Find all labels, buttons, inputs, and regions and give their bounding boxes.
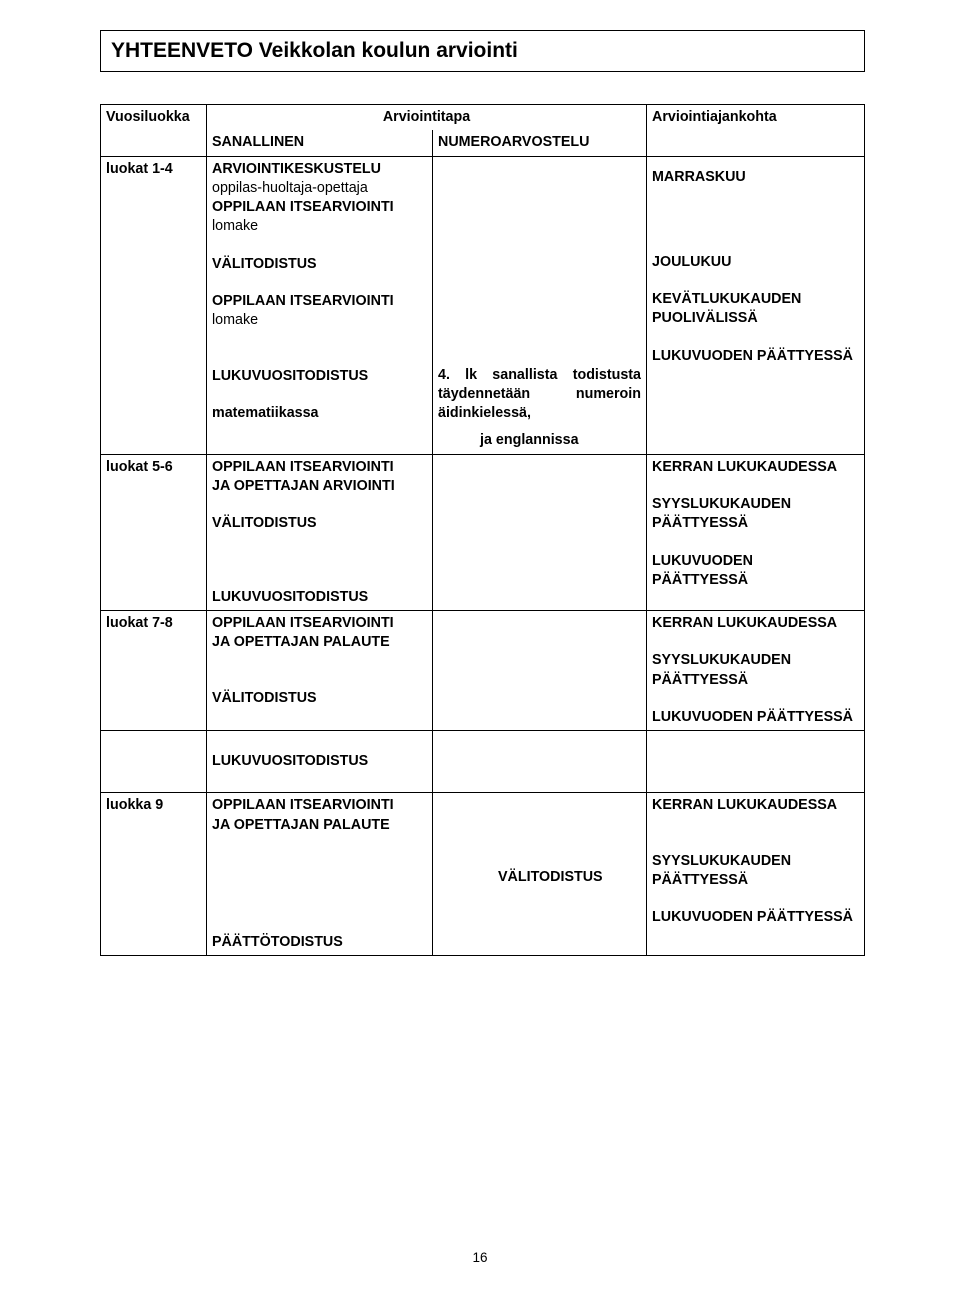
method-cell: OPPILAAN ITSEARVIOINTI JA OPETTAJAN PALA…: [207, 610, 433, 730]
table-row: luokat 7-8 OPPILAAN ITSEARVIOINTI JA OPE…: [101, 610, 865, 730]
label: OPPILAAN ITSEARVIOINTI: [212, 293, 394, 309]
label: lomake: [212, 312, 258, 328]
label: OPPILAAN ITSEARVIOINTI: [212, 459, 394, 475]
subheader-right: NUMEROARVOSTELU: [433, 130, 647, 156]
label: SYYSLUKUKAUDEN: [652, 496, 791, 512]
label: PÄÄTTYESSÄ: [652, 515, 748, 531]
label: JA OPETTAJAN ARVIOINTI: [212, 478, 395, 494]
empty-cell: [433, 454, 647, 610]
table-row: luokat 1-4 ARVIOINTIKESKUSTELU oppilas-h…: [101, 156, 865, 454]
method-cell: VÄLITODISTUS: [433, 793, 647, 956]
label: MARRASKUU: [652, 169, 746, 185]
label: LUKUVUODEN PÄÄTTYESSÄ: [652, 709, 853, 725]
label: oppilas-huoltaja-opettaja: [212, 180, 368, 196]
col-header-grade: Vuosiluokka: [101, 105, 207, 131]
empty-cell: [433, 610, 647, 730]
label: LUKUVUOSITODISTUS: [212, 589, 368, 605]
method-cell: 4. lk sanallista todistusta täydennetään…: [433, 156, 647, 454]
label: ja englannissa: [438, 432, 579, 448]
method-cell: OPPILAAN ITSEARVIOINTI JA OPETTAJAN ARVI…: [207, 454, 433, 610]
label: LUKUVUOSITODISTUS: [212, 368, 368, 384]
method-cell: LUKUVUOSITODISTUS: [207, 731, 433, 793]
empty-cell: [433, 731, 647, 793]
table-row: luokat 5-6 OPPILAAN ITSEARVIOINTI JA OPE…: [101, 454, 865, 610]
method-cell: ARVIOINTIKESKUSTELU oppilas-huoltaja-ope…: [207, 156, 433, 454]
table-row: Vuosiluokka Arviointitapa Arviointiajank…: [101, 105, 865, 131]
grade-cell: luokat 1-4: [101, 156, 207, 454]
label: KERRAN LUKUKAUDESSA: [652, 459, 837, 475]
table-row: SANALLINEN NUMEROARVOSTELU: [101, 130, 865, 156]
label: OPPILAAN ITSEARVIOINTI: [212, 797, 394, 813]
label: VÄLITODISTUS: [212, 256, 317, 272]
empty-cell: [647, 731, 865, 793]
timing-cell: MARRASKUU JOULUKUU KEVÄTLUKUKAUDEN PUOLI…: [647, 156, 865, 454]
label: VÄLITODISTUS: [438, 869, 603, 885]
label: LUKUVUODEN PÄÄTTYESSÄ: [652, 909, 853, 925]
label: VÄLITODISTUS: [212, 515, 317, 531]
grade-cell: luokat 5-6: [101, 454, 207, 610]
grade-cell: luokka 9: [101, 793, 207, 956]
timing-cell: KERRAN LUKUKAUDESSA SYYSLUKUKAUDEN PÄÄTT…: [647, 793, 865, 956]
label: PUOLIVÄLISSÄ: [652, 310, 758, 326]
col-header-timing: Arviointiajankohta: [647, 105, 865, 131]
label: VÄLITODISTUS: [212, 690, 317, 706]
label: OPPILAAN ITSEARVIOINTI: [212, 615, 394, 631]
table-row: LUKUVUOSITODISTUS: [101, 731, 865, 793]
label: JA OPETTAJAN PALAUTE: [212, 634, 390, 650]
label: KERRAN LUKUKAUDESSA: [652, 797, 837, 813]
label: PÄÄTTÖTODISTUS: [212, 934, 343, 950]
page-number: 16: [472, 1250, 487, 1265]
subheader-left: SANALLINEN: [207, 130, 433, 156]
empty-cell: [101, 130, 207, 156]
method-cell: OPPILAAN ITSEARVIOINTI JA OPETTAJAN PALA…: [207, 793, 433, 956]
label: PÄÄTTYESSÄ: [652, 572, 748, 588]
label: LUKUVUODEN: [652, 553, 753, 569]
col-header-method: Arviointitapa: [207, 105, 647, 131]
label: OPPILAAN ITSEARVIOINTI: [212, 199, 394, 215]
title-box: YHTEENVETO Veikkolan koulun arviointi: [100, 30, 865, 72]
label: ARVIOINTIKESKUSTELU: [212, 161, 381, 177]
label: SYYSLUKUKAUDEN: [652, 652, 791, 668]
label: KEVÄTLUKUKAUDEN: [652, 291, 801, 307]
label: lomake: [212, 218, 258, 234]
timing-cell: KERRAN LUKUKAUDESSA SYYSLUKUKAUDEN PÄÄTT…: [647, 454, 865, 610]
timing-cell: KERRAN LUKUKAUDESSA SYYSLUKUKAUDEN PÄÄTT…: [647, 610, 865, 730]
label: LUKUVUODEN PÄÄTTYESSÄ: [652, 348, 853, 364]
label: KERRAN LUKUKAUDESSA: [652, 615, 837, 631]
label: JOULUKUU: [652, 254, 731, 270]
label: PÄÄTTYESSÄ: [652, 872, 748, 888]
label: matematiikassa: [212, 405, 319, 421]
grade-cell: luokat 7-8: [101, 610, 207, 730]
label: PÄÄTTYESSÄ: [652, 672, 748, 688]
empty-cell: [647, 130, 865, 156]
empty-cell: [101, 731, 207, 793]
assessment-table: Vuosiluokka Arviointitapa Arviointiajank…: [100, 104, 865, 956]
page-title: YHTEENVETO Veikkolan koulun arviointi: [111, 39, 518, 62]
label: JA OPETTAJAN PALAUTE: [212, 817, 390, 833]
table-row: luokka 9 OPPILAAN ITSEARVIOINTI JA OPETT…: [101, 793, 865, 956]
label: 4. lk sanallista todistusta täydennetään…: [438, 366, 641, 424]
label: SYYSLUKUKAUDEN: [652, 853, 791, 869]
label: LUKUVUOSITODISTUS: [212, 753, 368, 769]
